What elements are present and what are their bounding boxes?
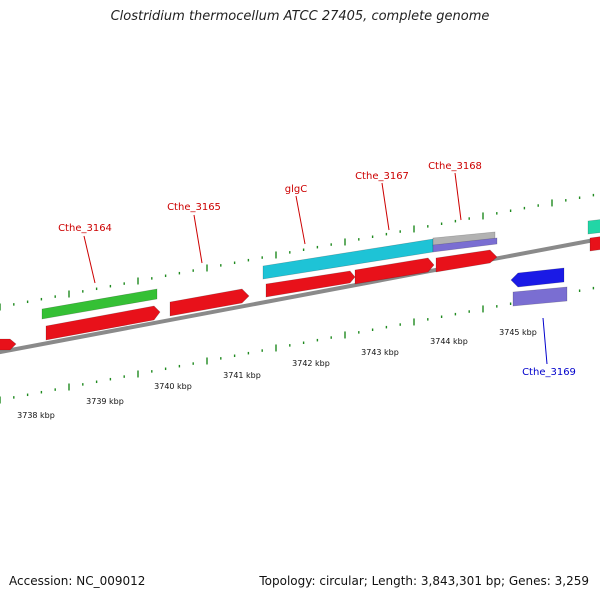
gene-bar-cthe-3164-annotation[interactable] xyxy=(41,288,158,320)
gene-arrow-cthe-3169[interactable] xyxy=(510,267,565,288)
gene-features xyxy=(0,219,600,351)
genome-title: Clostridium thermocellum ATCC 27405, com… xyxy=(110,9,490,24)
gene-label-glgc[interactable]: glgC xyxy=(285,184,307,195)
gene-arrow-cthe-3167[interactable] xyxy=(354,257,435,285)
scale-label: 3744 kbp xyxy=(430,337,468,346)
scale-label: 3742 kbp xyxy=(292,359,330,368)
scale-label: 3741 kbp xyxy=(223,371,261,380)
gene-arrow-cthe-3164[interactable] xyxy=(45,305,161,341)
gene-bar-cthe-3169-domain[interactable] xyxy=(512,286,568,307)
gene-label-cthe-3164[interactable]: Cthe_3164 xyxy=(58,223,112,234)
scale-label: 3745 kbp xyxy=(499,328,537,337)
scale-label: 3739 kbp xyxy=(86,397,124,406)
scale-label: 3738 kbp xyxy=(17,411,55,420)
scale-labels: 3738 kbp 3739 kbp 3740 kbp 3741 kbp 3742… xyxy=(17,328,537,420)
gene-arrow-glgc[interactable] xyxy=(265,270,356,298)
gene-label-cthe-3167[interactable]: Cthe_3167 xyxy=(355,171,409,182)
gene-label-leaders xyxy=(83,172,548,365)
gene-arrow-cthe-3168[interactable] xyxy=(435,249,498,273)
gene-labels: Cthe_3164 Cthe_3165 glgC Cthe_3167 Cthe_… xyxy=(58,161,576,378)
scale-label: 3740 kbp xyxy=(154,382,192,391)
gene-arrow[interactable] xyxy=(0,338,17,351)
genome-backbone xyxy=(0,236,600,355)
gene-label-cthe-3169[interactable]: Cthe_3169 xyxy=(522,367,576,378)
scale-label: 3743 kbp xyxy=(361,348,399,357)
gene-bar-cthe-3168-domain[interactable] xyxy=(432,237,498,253)
gene-arrow-cthe-3165[interactable] xyxy=(169,288,250,317)
gene-label-cthe-3168[interactable]: Cthe_3168 xyxy=(428,161,482,172)
gene-label-cthe-3165[interactable]: Cthe_3165 xyxy=(167,202,221,213)
accession-text: Accession: NC_009012 xyxy=(9,574,146,588)
genome-summary-text: Topology: circular; Length: 3,843,301 bp… xyxy=(259,574,589,588)
gene-arrow-partial[interactable] xyxy=(589,236,600,252)
gene-bar-partial[interactable] xyxy=(587,219,600,235)
